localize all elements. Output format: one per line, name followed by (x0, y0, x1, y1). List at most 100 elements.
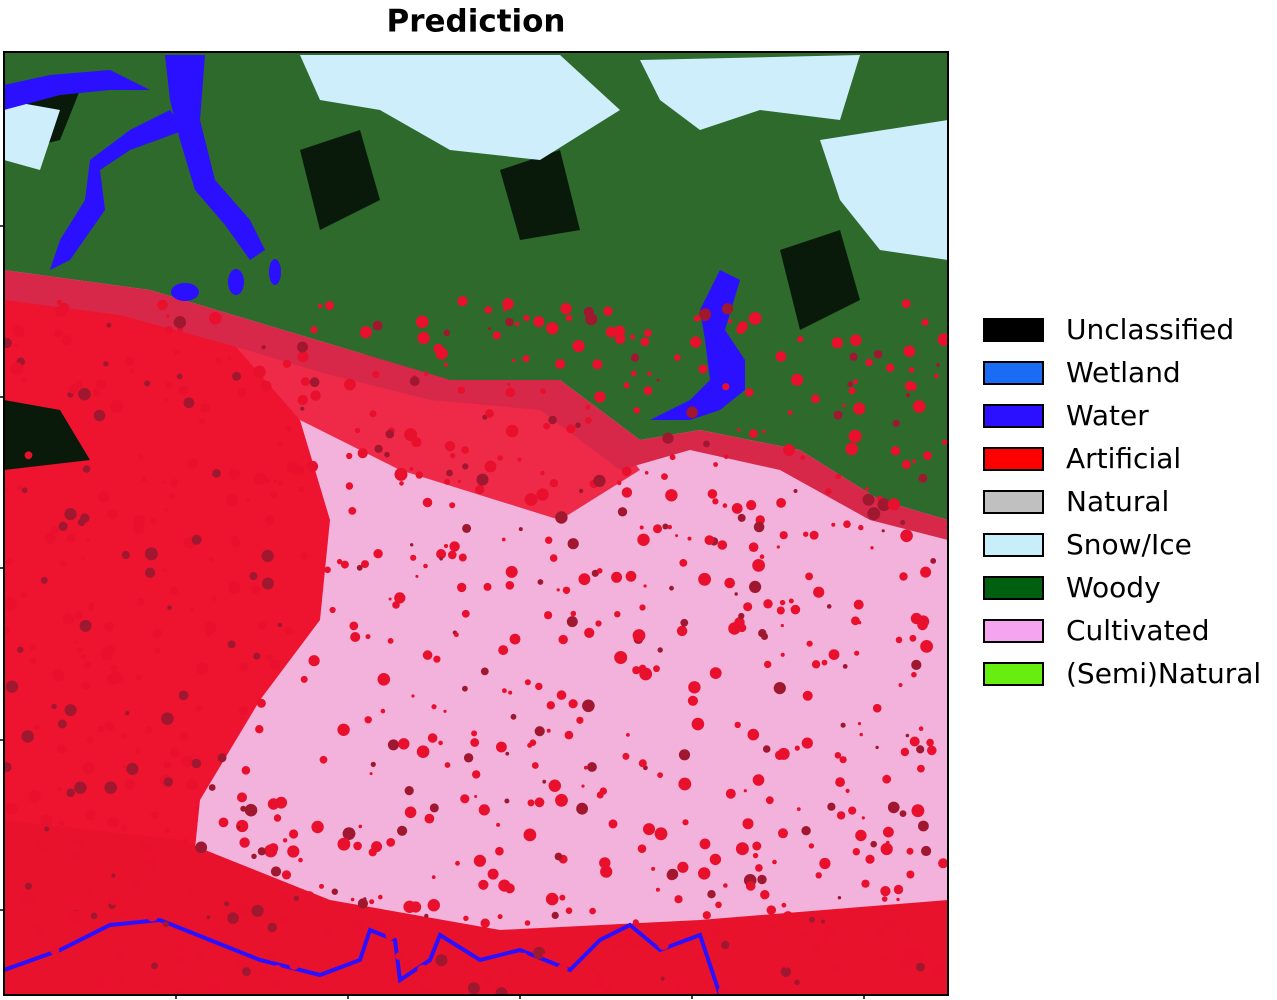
title: Prediction (386, 4, 565, 40)
speckle (510, 713, 517, 720)
speckle (707, 489, 718, 499)
speckle (372, 370, 380, 378)
speckle (873, 349, 883, 359)
speckle (449, 502, 456, 509)
speckle (94, 976, 106, 988)
speckle (86, 888, 94, 896)
speckle (916, 745, 925, 754)
speckle (138, 454, 144, 460)
valley-edge (4, 270, 948, 540)
speckle (75, 380, 84, 388)
speckle (270, 491, 278, 499)
speckle (103, 621, 115, 633)
speckle (793, 489, 798, 493)
speckle (630, 370, 637, 377)
speckle (495, 987, 508, 995)
speckle (462, 463, 469, 470)
speckle (150, 517, 157, 525)
speckle (854, 650, 860, 656)
speckle (578, 488, 584, 494)
speckle (126, 762, 139, 776)
speckle (497, 914, 503, 920)
speckle (900, 747, 910, 757)
speckle (231, 538, 241, 548)
speckle (621, 487, 633, 498)
speckle (384, 451, 390, 458)
speckle (444, 441, 456, 452)
speckle (920, 640, 933, 653)
speckle (848, 387, 856, 395)
speckle (576, 716, 584, 724)
speckle (124, 779, 136, 790)
speckle (436, 549, 447, 559)
speckle (300, 552, 309, 560)
speckle (723, 883, 728, 888)
speckle (281, 870, 292, 880)
speckle (186, 779, 198, 791)
speckle (459, 934, 463, 939)
river (4, 917, 722, 995)
speckle (22, 892, 34, 905)
speckle (178, 385, 189, 396)
speckle (905, 392, 911, 398)
speckle (632, 666, 641, 675)
speckle (859, 732, 863, 737)
speckle (349, 621, 359, 631)
speckle (457, 582, 467, 593)
speckle (537, 579, 544, 585)
speckle (524, 920, 531, 926)
speckle (56, 955, 61, 959)
speckle (558, 634, 568, 645)
speckle (698, 867, 711, 880)
speckle (123, 910, 129, 915)
speckle (906, 847, 914, 855)
speckle (258, 936, 263, 941)
speckle (431, 704, 437, 710)
speckle (505, 317, 514, 327)
speckle (911, 671, 917, 678)
speckle (667, 868, 679, 880)
speckle (709, 667, 722, 679)
speckle (713, 462, 718, 467)
speckle (819, 857, 831, 870)
speckle (228, 581, 241, 594)
speckle (57, 719, 67, 729)
speckle (415, 574, 419, 578)
speckle (242, 967, 251, 976)
speckle (89, 816, 93, 820)
speckle (66, 533, 76, 543)
speckle (496, 822, 501, 827)
speckle (458, 553, 467, 562)
speckle (904, 928, 911, 935)
speckle (331, 888, 338, 895)
speckle (423, 371, 429, 376)
speckle (782, 911, 794, 922)
speckle (195, 805, 199, 809)
speckle (471, 730, 478, 737)
speckle (560, 303, 572, 315)
speckle (298, 857, 303, 863)
speckle (121, 825, 128, 832)
speckle (511, 358, 516, 363)
speckle (880, 886, 891, 897)
speckle (699, 838, 711, 850)
speckle (848, 806, 857, 815)
speckle (752, 841, 762, 851)
speckle (443, 362, 448, 367)
speckle (509, 633, 521, 645)
speckle (722, 383, 730, 391)
speckle (88, 953, 93, 957)
speckle (826, 604, 832, 609)
speckle (119, 978, 124, 983)
speckle (592, 359, 603, 370)
speckle (236, 825, 241, 830)
speckle (277, 441, 283, 447)
speckle (936, 362, 940, 367)
speckle (519, 952, 528, 962)
speckle (504, 798, 510, 804)
speckle (803, 531, 809, 537)
speckle (762, 745, 771, 753)
speckle (594, 391, 606, 403)
speckle (870, 840, 877, 848)
speckle (399, 481, 404, 486)
